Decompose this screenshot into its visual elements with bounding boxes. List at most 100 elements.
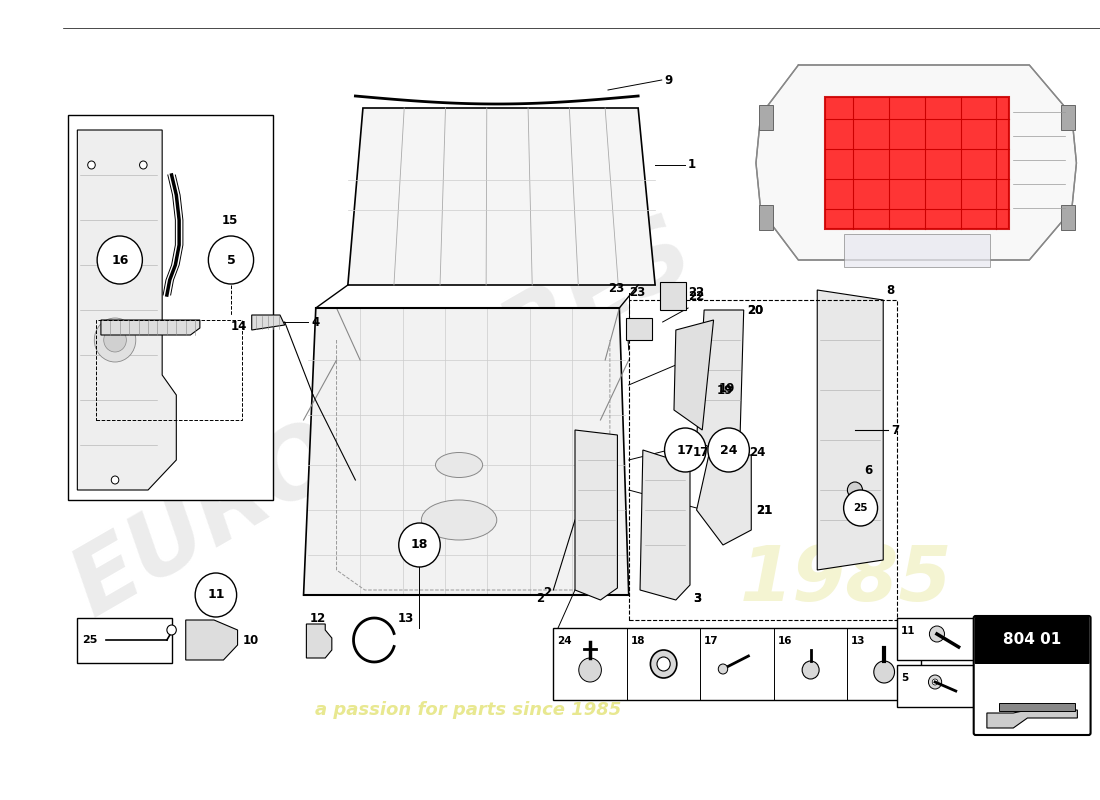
Text: 21: 21 — [756, 503, 772, 517]
FancyBboxPatch shape — [975, 617, 1090, 664]
Polygon shape — [1062, 105, 1076, 130]
Circle shape — [844, 490, 878, 526]
Text: 24: 24 — [719, 443, 737, 457]
Text: 4: 4 — [311, 315, 319, 329]
Ellipse shape — [421, 500, 497, 540]
Text: 18: 18 — [630, 636, 645, 646]
Polygon shape — [759, 205, 773, 230]
Polygon shape — [696, 455, 751, 545]
Circle shape — [718, 664, 728, 674]
Polygon shape — [77, 130, 176, 490]
Polygon shape — [759, 105, 773, 130]
Circle shape — [103, 328, 127, 352]
Circle shape — [708, 428, 749, 472]
Text: 25: 25 — [854, 503, 868, 513]
Text: 1985: 1985 — [739, 543, 952, 617]
Polygon shape — [640, 450, 690, 600]
FancyBboxPatch shape — [660, 282, 686, 310]
Text: 24: 24 — [557, 636, 572, 646]
Text: 10: 10 — [242, 634, 258, 646]
Text: 3: 3 — [693, 591, 701, 605]
Polygon shape — [575, 430, 617, 600]
Text: 13: 13 — [398, 611, 414, 625]
Text: 25: 25 — [82, 635, 98, 645]
Circle shape — [208, 236, 254, 284]
Text: 8: 8 — [886, 283, 894, 297]
Polygon shape — [696, 310, 744, 455]
FancyBboxPatch shape — [77, 618, 172, 663]
Circle shape — [88, 161, 96, 169]
Circle shape — [167, 625, 176, 635]
Text: 804 01: 804 01 — [1003, 633, 1062, 647]
Polygon shape — [307, 624, 332, 658]
Circle shape — [664, 428, 706, 472]
Text: 12: 12 — [310, 611, 327, 625]
FancyBboxPatch shape — [974, 616, 1090, 735]
Circle shape — [140, 161, 147, 169]
Text: 19: 19 — [718, 382, 735, 394]
Text: 5: 5 — [227, 254, 235, 266]
Text: 6: 6 — [865, 463, 872, 477]
Polygon shape — [674, 320, 714, 430]
Circle shape — [95, 318, 135, 362]
Circle shape — [579, 658, 602, 682]
Polygon shape — [1062, 205, 1076, 230]
Text: 13: 13 — [851, 636, 866, 646]
Text: 20: 20 — [748, 303, 763, 317]
Text: 5: 5 — [901, 673, 909, 683]
Circle shape — [928, 675, 942, 689]
Text: 17: 17 — [676, 443, 694, 457]
Text: a passion for parts since 1985: a passion for parts since 1985 — [316, 701, 622, 719]
Text: 16: 16 — [111, 254, 129, 266]
Text: 2: 2 — [536, 591, 543, 605]
Circle shape — [932, 679, 938, 685]
Circle shape — [398, 523, 440, 567]
Text: 2: 2 — [543, 586, 551, 599]
Polygon shape — [252, 315, 285, 330]
Polygon shape — [101, 320, 200, 335]
Text: 11: 11 — [207, 589, 224, 602]
Circle shape — [802, 661, 820, 679]
Text: 21: 21 — [756, 503, 772, 517]
FancyBboxPatch shape — [898, 665, 975, 707]
Text: 23: 23 — [608, 282, 624, 295]
Text: 18: 18 — [410, 538, 428, 551]
Circle shape — [657, 657, 670, 671]
Text: 20: 20 — [748, 303, 763, 317]
Text: 22: 22 — [689, 286, 704, 299]
Text: 23: 23 — [629, 286, 645, 298]
Text: 24: 24 — [749, 446, 766, 458]
Circle shape — [97, 236, 142, 284]
Polygon shape — [304, 308, 629, 595]
Polygon shape — [817, 290, 883, 570]
Text: 1: 1 — [689, 158, 696, 171]
Text: 17: 17 — [704, 636, 718, 646]
Text: 9: 9 — [664, 74, 673, 86]
Polygon shape — [844, 234, 990, 267]
Circle shape — [111, 476, 119, 484]
Text: 3: 3 — [693, 591, 701, 605]
Circle shape — [650, 650, 676, 678]
Text: 17: 17 — [693, 446, 710, 458]
FancyBboxPatch shape — [553, 628, 921, 700]
FancyBboxPatch shape — [626, 318, 652, 340]
Polygon shape — [825, 97, 1009, 229]
Text: 15: 15 — [221, 214, 238, 226]
Text: 22: 22 — [689, 290, 704, 302]
Text: 7: 7 — [891, 423, 899, 437]
Text: EUROSPARES: EUROSPARES — [57, 205, 711, 635]
Circle shape — [930, 626, 945, 642]
Text: 19: 19 — [716, 383, 733, 397]
Polygon shape — [999, 703, 1075, 711]
Polygon shape — [987, 710, 1077, 728]
Text: 14: 14 — [231, 321, 248, 334]
Circle shape — [873, 661, 894, 683]
Polygon shape — [756, 65, 1077, 260]
Polygon shape — [186, 620, 238, 660]
Ellipse shape — [436, 453, 483, 478]
FancyBboxPatch shape — [68, 115, 274, 500]
Polygon shape — [348, 108, 656, 285]
Circle shape — [195, 573, 236, 617]
FancyBboxPatch shape — [898, 618, 975, 660]
Text: 11: 11 — [901, 626, 915, 636]
